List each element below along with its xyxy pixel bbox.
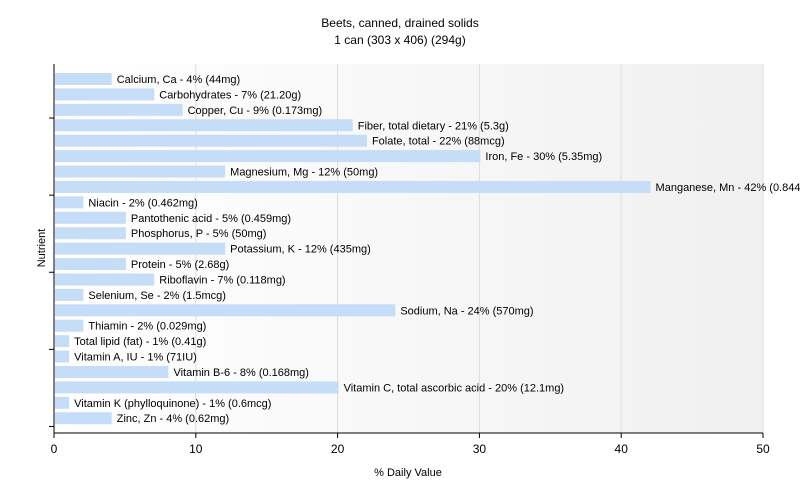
bar-label: Protein - 5% (2.68g) — [131, 259, 229, 271]
bar-label: Vitamin B-6 - 8% (0.168mg) — [173, 367, 309, 379]
y-axis-label: Nutrient — [36, 229, 48, 268]
bar-manganese-mn — [55, 180, 651, 193]
bar-vitamin-c-total-ascorbic-acid — [55, 381, 339, 394]
bar-label: Vitamin C, total ascorbic acid - 20% (12… — [344, 382, 564, 394]
bar-vitamin-b-6 — [55, 365, 169, 378]
bar-label: Riboflavin - 7% (0.118mg) — [159, 274, 285, 286]
bar-phosphorus-p — [55, 227, 126, 240]
bar-label: Niacin - 2% (0.462mg) — [88, 197, 197, 209]
bar-labels: Calcium, Ca - 4% (44mg) Carbohydrates - 7… — [74, 74, 800, 425]
bar-magnesium-mg — [55, 165, 226, 178]
chart-subtitle: 1 can (303 x 406) (294g) — [334, 33, 465, 47]
bar-thiamin — [55, 319, 84, 332]
bars — [55, 73, 651, 425]
bar-copper-cu — [55, 103, 183, 116]
x-tick-label-50: 50 — [756, 442, 770, 456]
bar-potassium-k — [55, 242, 226, 255]
bar-total-lipid-fat — [55, 335, 70, 348]
bar-label: Folate, total - 22% (88mcg) — [372, 136, 505, 148]
x-tick-label-0: 0 — [51, 442, 58, 456]
bar-label: Thiamin - 2% (0.029mg) — [88, 321, 206, 333]
bar-sodium-na — [55, 304, 396, 317]
bar-label: Total lipid (fat) - 1% (0.41g) — [74, 336, 206, 348]
bar-label: Zinc, Zn - 4% (0.62mg) — [117, 413, 229, 425]
bar-label: Iron, Fe - 30% (5.35mg) — [485, 151, 602, 163]
bar-label: Vitamin K (phylloquinone) - 1% (0.6mcg) — [74, 398, 271, 410]
x-tick-label-10: 10 — [189, 442, 203, 456]
x-axis-label: % Daily Value — [374, 467, 442, 479]
bar-label: Phosphorus, P - 5% (50mg) — [131, 228, 267, 240]
bar-label: Magnesium, Mg - 12% (50mg) — [230, 167, 378, 179]
bar-carbohydrates — [55, 88, 155, 101]
bar-label: Fiber, total dietary - 21% (5.3g) — [358, 120, 509, 132]
bar-iron-fe — [55, 150, 481, 163]
bar-label: Selenium, Se - 2% (1.5mcg) — [88, 290, 226, 302]
bar-label: Calcium, Ca - 4% (44mg) — [117, 74, 240, 86]
bar-protein — [55, 258, 126, 271]
chart-title: Beets, canned, drained solids — [321, 16, 478, 30]
x-tick-label-40: 40 — [615, 442, 629, 456]
bar-label: Manganese, Mn - 42% (0.844mg) — [656, 182, 800, 194]
bar-vitamin-a-iu — [55, 350, 70, 363]
bar-label: Vitamin A, IU - 1% (71IU) — [74, 352, 197, 364]
bar-label: Copper, Cu - 9% (0.173mg) — [188, 105, 323, 117]
bar-selenium-se — [55, 288, 84, 301]
bar-label: Sodium, Na - 24% (570mg) — [400, 305, 533, 317]
bar-calcium-ca — [55, 73, 112, 85]
bar-fiber-total-dietary — [55, 119, 353, 132]
x-tick-label-20: 20 — [331, 442, 345, 456]
y-ticks — [49, 117, 54, 427]
axes — [53, 64, 763, 434]
x-ticks: 0 10 20 30 40 50 — [51, 433, 770, 456]
bar-riboflavin — [55, 273, 155, 286]
bar-vitamin-k-phylloquinone — [55, 396, 70, 409]
bar-label: Carbohydrates - 7% (21.20g) — [159, 89, 301, 101]
x-tick-label-30: 30 — [473, 442, 487, 456]
bar-pantothenic-acid — [55, 211, 126, 224]
bar-label: Pantothenic acid - 5% (0.459mg) — [131, 213, 291, 225]
bar-zinc-zn — [55, 412, 112, 425]
bar-folate-total — [55, 134, 367, 147]
bar-label: Potassium, K - 12% (435mg) — [230, 244, 371, 256]
bar-niacin — [55, 196, 84, 209]
